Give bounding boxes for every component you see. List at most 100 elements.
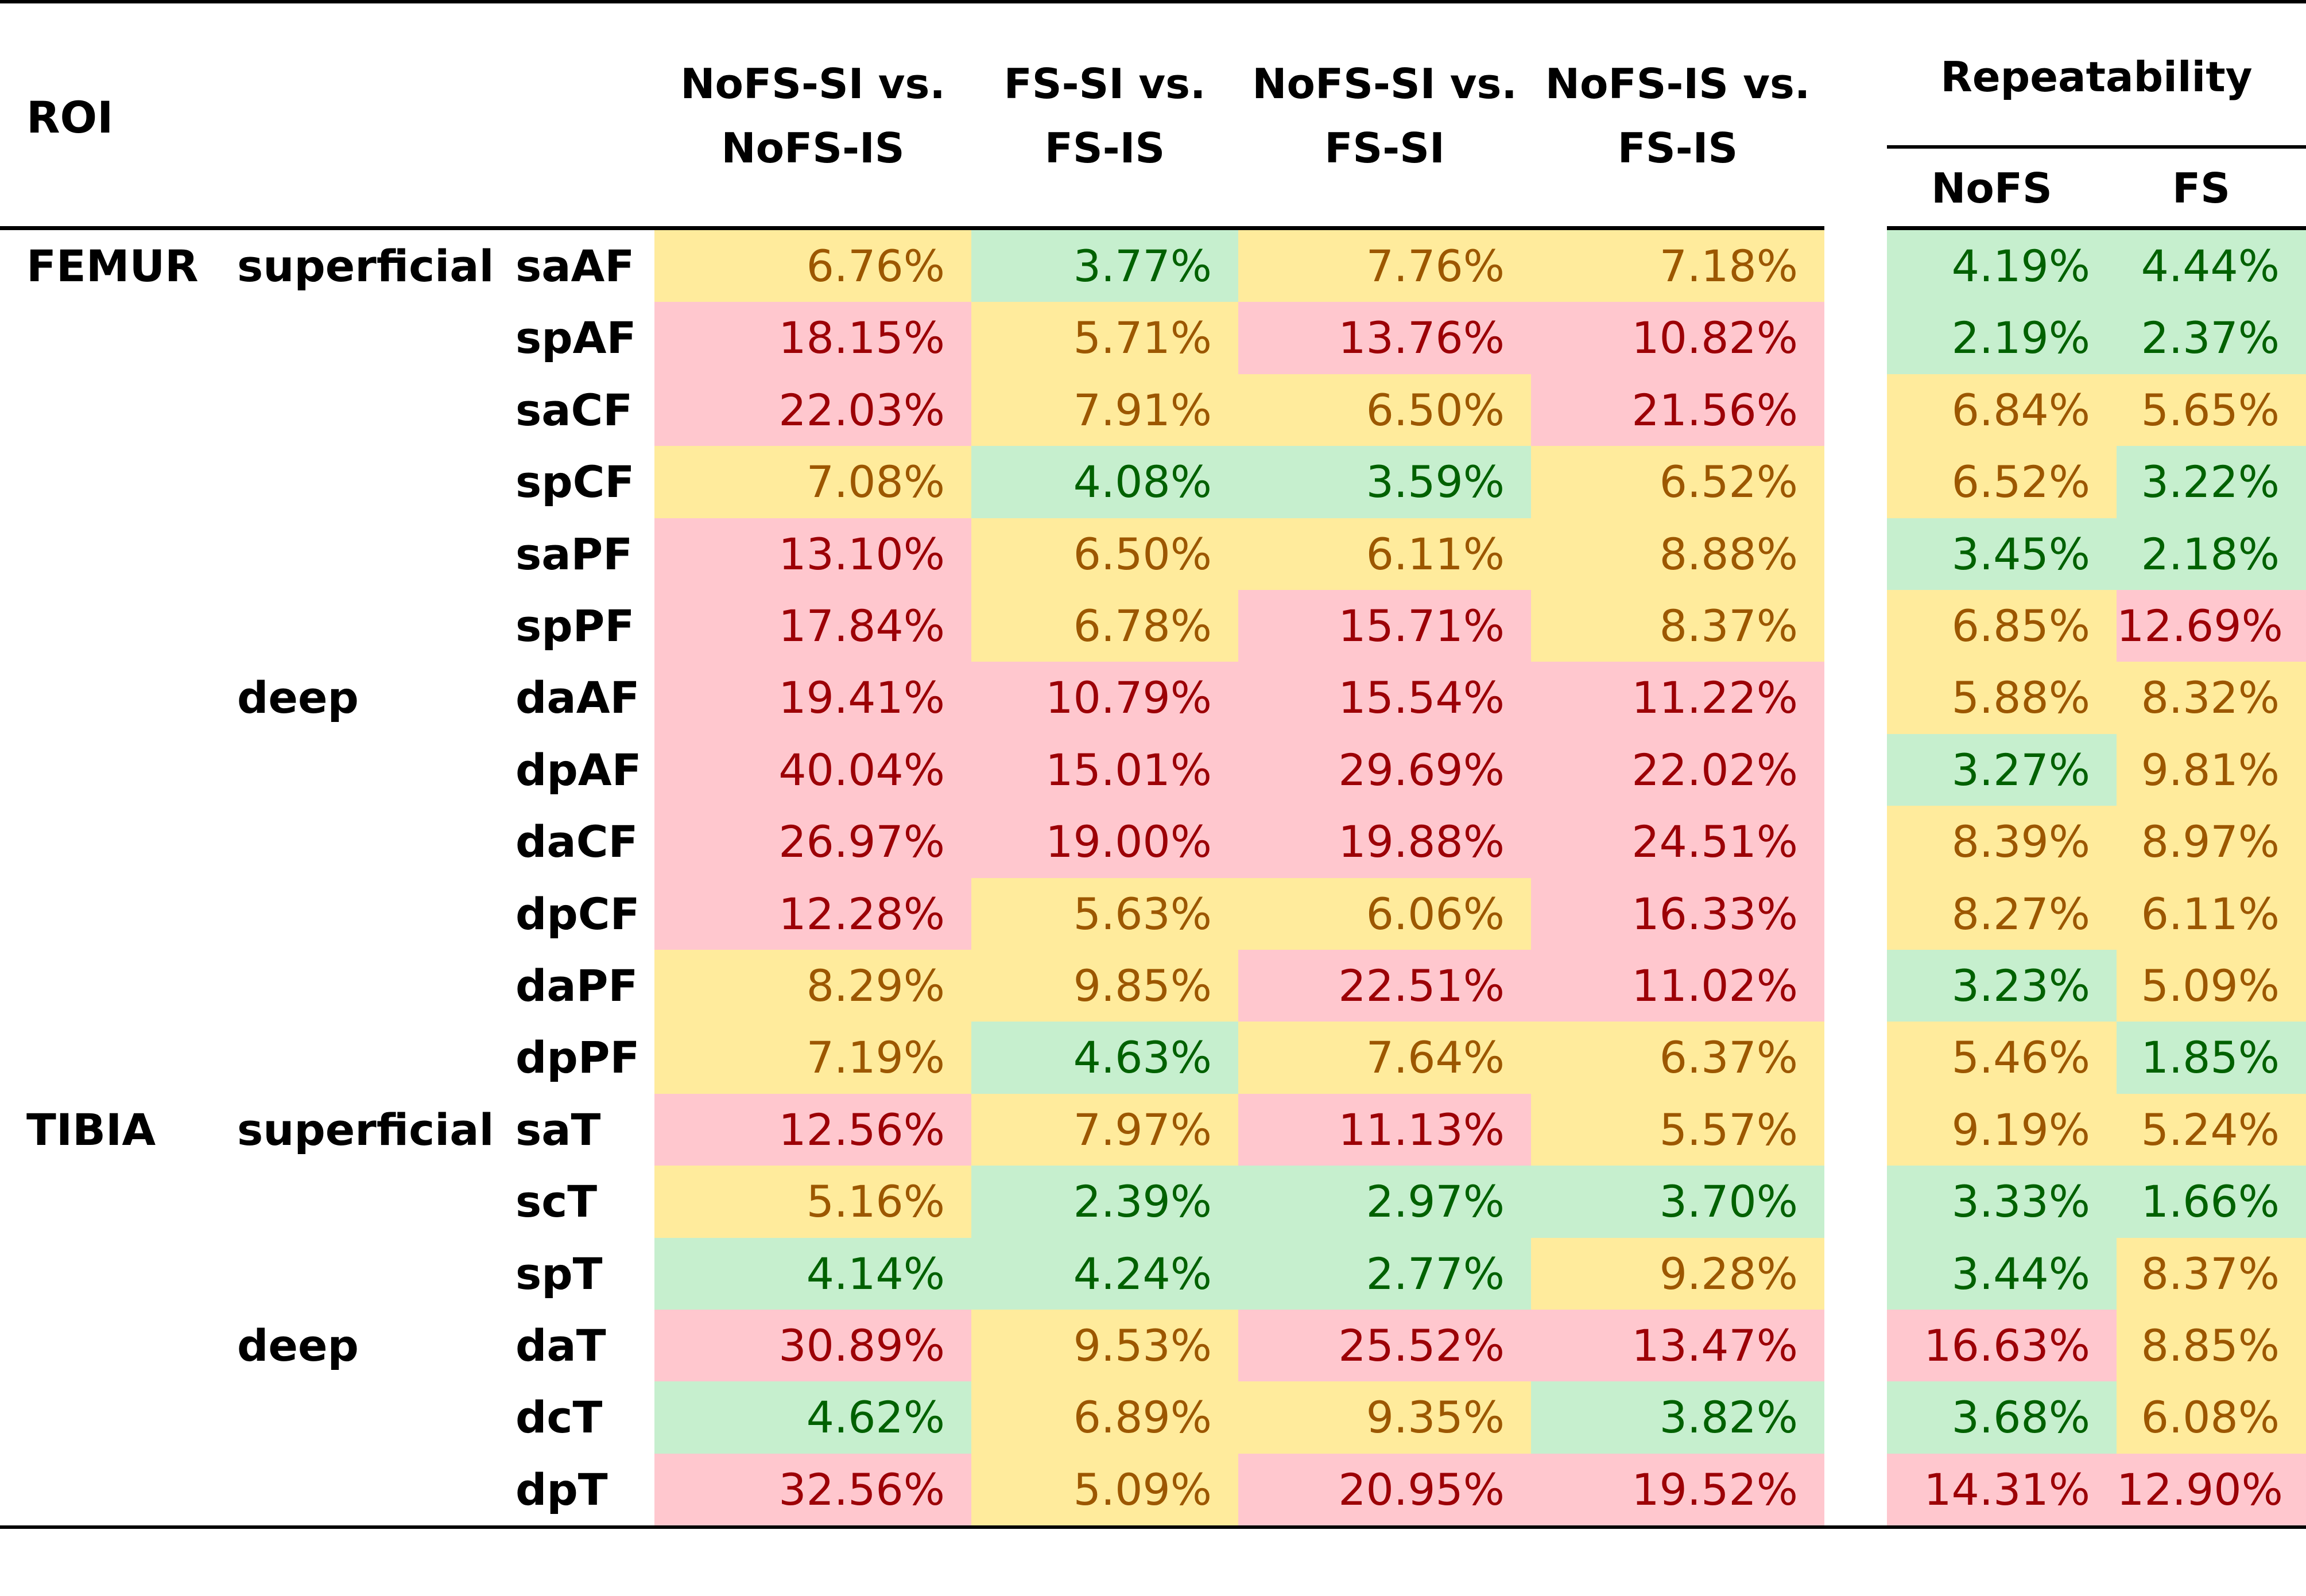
comparison-cell: 6.11%: [1238, 518, 1531, 590]
col-header-4: NoFS-IS vs. FS-IS: [1531, 52, 1824, 180]
comparison-cell: 26.97%: [654, 806, 971, 878]
bottom-rule: [0, 1525, 2306, 1529]
comparison-cell: 4.08%: [971, 446, 1238, 518]
comparison-cell: 8.37%: [1531, 590, 1824, 662]
repeatability-cell: 4.19%: [1887, 230, 2117, 302]
comparison-cell: 8.29%: [654, 950, 971, 1022]
roi-label: dpPF: [516, 1032, 640, 1083]
comparison-cell: 15.01%: [971, 734, 1238, 806]
col-header-4-line1: NoFS-IS vs.: [1545, 60, 1811, 108]
repeatability-cell: 3.45%: [1887, 518, 2117, 590]
repeatability-cell: 8.39%: [1887, 806, 2117, 878]
header-rule-right: [1887, 226, 2306, 230]
comparison-cell: 9.53%: [971, 1310, 1238, 1381]
comparison-cell: 5.16%: [654, 1166, 971, 1238]
comparison-cell: 29.69%: [1238, 734, 1531, 806]
comparison-cell: 25.52%: [1238, 1310, 1531, 1381]
repeatability-header: Repeatability: [1940, 53, 2253, 101]
roi-label: daT: [516, 1320, 606, 1371]
comparison-cell: 20.95%: [1238, 1454, 1531, 1525]
roi-label: dpCF: [516, 888, 640, 939]
comparison-cell: 6.37%: [1531, 1022, 1824, 1094]
roi-label: dpAF: [516, 744, 642, 795]
comparison-cell: 4.62%: [654, 1381, 971, 1454]
repeatability-cell: 5.65%: [2117, 374, 2306, 446]
comparison-cell: 19.88%: [1238, 806, 1531, 878]
comparison-cell: 21.56%: [1531, 374, 1824, 446]
comparison-cell: 17.84%: [654, 590, 971, 662]
comparison-cell: 2.39%: [971, 1166, 1238, 1238]
comparison-cell: 4.14%: [654, 1238, 971, 1310]
comparison-cell: 22.51%: [1238, 950, 1531, 1022]
comparison-cell: 6.50%: [971, 518, 1238, 590]
comparison-cell: 30.89%: [654, 1310, 971, 1381]
comparison-cell: 6.52%: [1531, 446, 1824, 518]
roi-label: daCF: [516, 816, 638, 867]
comparison-cell: 7.91%: [971, 374, 1238, 446]
repeatability-cell: 6.85%: [1887, 590, 2117, 662]
repeatability-cell: 6.52%: [1887, 446, 2117, 518]
comparison-cell: 22.03%: [654, 374, 971, 446]
comparison-cell: 3.82%: [1531, 1381, 1824, 1454]
repeatability-cell: 5.09%: [2117, 950, 2306, 1022]
repeatability-cell: 3.44%: [1887, 1238, 2117, 1310]
comparison-cell: 6.78%: [971, 590, 1238, 662]
col-header-3-line2: FS-SI: [1324, 124, 1445, 172]
comparison-cell: 6.76%: [654, 230, 971, 302]
repeatability-cell: 16.63%: [1887, 1310, 2117, 1381]
comparison-cell: 24.51%: [1531, 806, 1824, 878]
repeatability-cell: 8.27%: [1887, 878, 2117, 950]
comparison-cell: 4.63%: [971, 1022, 1238, 1094]
roi-label: dcT: [516, 1392, 603, 1443]
comparison-cell: 4.24%: [971, 1238, 1238, 1310]
repeatability-cell: 12.90%: [2117, 1454, 2306, 1525]
col-header-1-line2: NoFS-IS: [721, 124, 905, 172]
repeatability-cell: 8.37%: [2117, 1238, 2306, 1310]
comparison-cell: 5.63%: [971, 878, 1238, 950]
roi-label: scT: [516, 1176, 598, 1227]
comparison-cell: 5.57%: [1531, 1094, 1824, 1166]
repeatability-cell: 3.68%: [1887, 1381, 2117, 1454]
layer-label: deep: [237, 1320, 359, 1371]
comparison-cell: 11.02%: [1531, 950, 1824, 1022]
comparison-cell: 12.28%: [654, 878, 971, 950]
col-header-4-line2: FS-IS: [1617, 124, 1738, 172]
comparison-cell: 10.82%: [1531, 302, 1824, 374]
comparison-cell: 2.77%: [1238, 1238, 1531, 1310]
roi-label: daAF: [516, 672, 640, 723]
roi-header: ROI: [26, 92, 114, 143]
repeatability-cell: 9.81%: [2117, 734, 2306, 806]
comparison-cell: 40.04%: [654, 734, 971, 806]
comparison-cell: 11.22%: [1531, 662, 1824, 734]
col-header-1: NoFS-SI vs. NoFS-IS: [654, 52, 971, 180]
comparison-cell: 9.85%: [971, 950, 1238, 1022]
comparison-cell: 6.06%: [1238, 878, 1531, 950]
comparison-cell: 7.76%: [1238, 230, 1531, 302]
comparison-cell: 15.54%: [1238, 662, 1531, 734]
comparison-cell: 12.56%: [654, 1094, 971, 1166]
comparison-cell: 19.52%: [1531, 1454, 1824, 1525]
repeatability-cell: 1.85%: [2117, 1022, 2306, 1094]
repeatability-cell: 5.88%: [1887, 662, 2117, 734]
bone-label: FEMUR: [26, 240, 199, 292]
roi-label: saCF: [516, 385, 633, 436]
roi-label: spCF: [516, 456, 635, 507]
comparison-cell: 10.79%: [971, 662, 1238, 734]
layer-label: superficial: [237, 1104, 494, 1155]
col-header-1-line1: NoFS-SI vs.: [680, 60, 945, 108]
roi-label: saAF: [516, 240, 635, 292]
comparison-cell: 19.00%: [971, 806, 1238, 878]
repeatability-cell: 4.44%: [2117, 230, 2306, 302]
repeatability-cell: 6.11%: [2117, 878, 2306, 950]
comparison-cell: 13.76%: [1238, 302, 1531, 374]
comparison-cell: 6.50%: [1238, 374, 1531, 446]
rep-header-fs: FS: [2172, 164, 2231, 212]
layer-label: deep: [237, 672, 359, 723]
col-header-3: NoFS-SI vs. FS-SI: [1238, 52, 1531, 180]
comparison-cell: 11.13%: [1238, 1094, 1531, 1166]
comparison-cell: 18.15%: [654, 302, 971, 374]
repeatability-cell: 3.23%: [1887, 950, 2117, 1022]
roi-label: spAF: [516, 312, 637, 363]
repeatability-cell: 9.19%: [1887, 1094, 2117, 1166]
